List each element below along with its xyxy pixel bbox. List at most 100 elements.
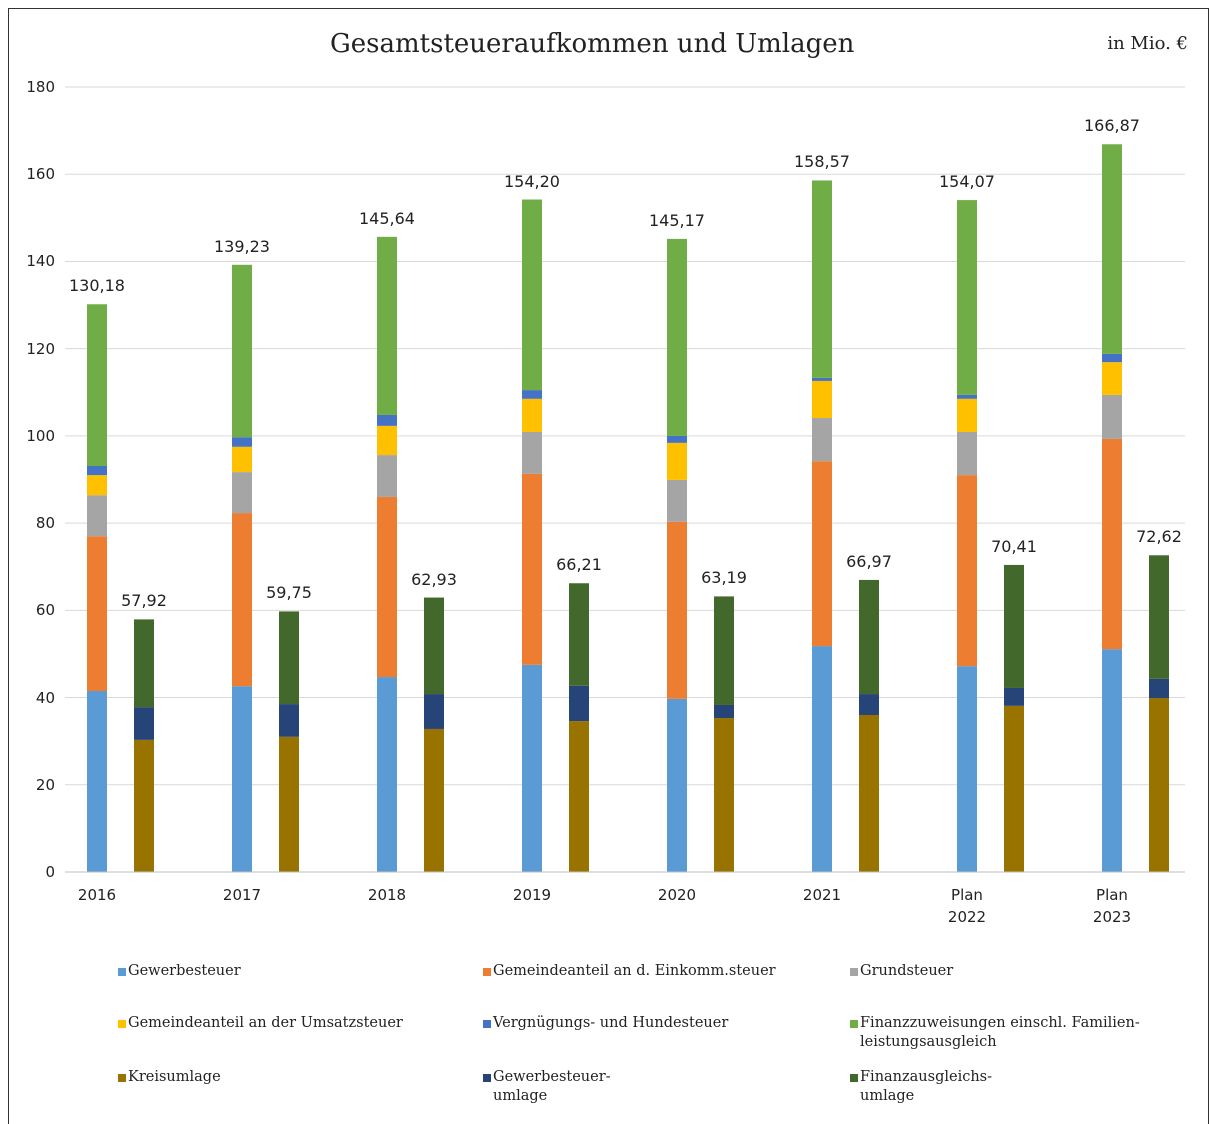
legend-label: Finanzzuweisungen einschl. Familien- lei… xyxy=(860,1015,1140,1050)
bar-segment xyxy=(87,691,107,872)
x-tick-label: 2020 xyxy=(657,886,697,904)
bar-segment xyxy=(667,521,687,699)
legend-label: Grundsteuer xyxy=(860,963,954,979)
bar-segment xyxy=(957,431,977,476)
y-tick-label: 60 xyxy=(35,601,55,620)
bar-segment xyxy=(232,513,252,687)
total-label: 166,87 xyxy=(1084,116,1140,136)
legend-swatch xyxy=(118,1074,126,1082)
bar-segment xyxy=(232,472,252,514)
bar-segment xyxy=(377,677,397,872)
bar-segment xyxy=(957,666,977,872)
legend-label: Gewerbesteuer xyxy=(128,963,241,979)
total-label: 70,41 xyxy=(991,536,1037,556)
total-label: 145,17 xyxy=(649,210,705,230)
legend-label: Gewerbesteuer- umlage xyxy=(493,1069,611,1104)
bar-segment xyxy=(957,394,977,399)
legend-swatch xyxy=(483,1020,491,1028)
bar-segment xyxy=(87,304,107,466)
bar-segment xyxy=(232,437,252,447)
x-tick-label: 2016 xyxy=(77,886,117,904)
bar-segment xyxy=(522,431,542,474)
total-label: 145,64 xyxy=(359,208,415,228)
bar-segment xyxy=(812,418,832,462)
y-tick-label: 80 xyxy=(35,514,55,533)
bar-segment xyxy=(1102,649,1122,872)
y-tick-label: 40 xyxy=(35,688,55,707)
bar-segment xyxy=(714,718,734,872)
chart-title: Gesamtsteueraufkommen und Umlagen xyxy=(330,29,855,59)
bar-segment xyxy=(1102,394,1122,439)
bar-segment xyxy=(667,238,687,436)
bar-segment xyxy=(1149,555,1169,679)
legend-label: Finanzausgleichs- umlage xyxy=(860,1069,993,1104)
bar-segment xyxy=(522,199,542,391)
x-tick-label: 2017 xyxy=(222,886,262,904)
bar-segment xyxy=(1149,678,1169,698)
bar-segment xyxy=(1102,144,1122,354)
bar-segment xyxy=(522,473,542,665)
y-tick-label: 100 xyxy=(26,426,55,445)
legend-label: Kreisumlage xyxy=(128,1069,221,1085)
bar-segment xyxy=(522,664,542,872)
legend-label: Vergnügungs- und Hundesteuer xyxy=(493,1015,729,1031)
bar-segment xyxy=(714,704,734,719)
y-tick-label: 0 xyxy=(45,863,55,881)
bar-segment xyxy=(87,495,107,537)
legend-label: Gemeindeanteil an d. Einkomm.steuer xyxy=(493,963,776,979)
total-label: 63,19 xyxy=(701,568,747,588)
x-tick-label: 2021 xyxy=(802,886,842,904)
bar-segment xyxy=(812,377,832,381)
bar-segment xyxy=(522,390,542,399)
bar-segment xyxy=(1102,438,1122,650)
bar-segment xyxy=(667,698,687,872)
x-tick-label: 2019 xyxy=(512,886,552,904)
bar-segment xyxy=(377,455,397,497)
legend-swatch xyxy=(483,968,491,976)
bar-segment xyxy=(134,739,154,872)
total-label: 139,23 xyxy=(214,236,270,256)
bar-segment xyxy=(667,479,687,522)
bar-segment xyxy=(377,496,397,678)
total-label: 66,21 xyxy=(556,555,602,575)
bar-segment xyxy=(569,583,589,686)
bar-segment xyxy=(424,597,444,695)
bar-segment xyxy=(812,380,832,419)
total-label: 62,93 xyxy=(411,569,457,589)
unit-label: in Mio. € xyxy=(1107,33,1188,54)
bar-segment xyxy=(377,414,397,426)
bar-segment xyxy=(569,721,589,872)
bar-segment xyxy=(279,611,299,705)
total-label: 57,92 xyxy=(121,591,167,611)
bar-segment xyxy=(232,264,252,438)
bar-segment xyxy=(957,475,977,667)
legend-swatch xyxy=(118,1020,126,1028)
legend-swatch xyxy=(483,1074,491,1082)
bar-segment xyxy=(232,446,252,473)
bar-segment xyxy=(1102,362,1122,395)
bar-segment xyxy=(569,685,589,722)
total-label: 154,20 xyxy=(504,171,560,191)
bar-segment xyxy=(812,461,832,647)
bar-segment xyxy=(279,736,299,872)
bar-segment xyxy=(667,442,687,480)
legend-label: Gemeindeanteil an der Umsatzsteuer xyxy=(128,1015,403,1031)
bar-segment xyxy=(859,715,879,872)
y-tick-label: 180 xyxy=(26,78,55,96)
bar-segment xyxy=(522,398,542,432)
bar-segment xyxy=(134,707,154,740)
total-label: 66,97 xyxy=(846,551,892,571)
bar-segment xyxy=(1102,353,1122,363)
bar-segment xyxy=(1004,687,1024,706)
frame xyxy=(8,8,1209,1124)
bar-segment xyxy=(87,475,107,496)
bar-segment xyxy=(377,236,397,415)
y-tick-label: 120 xyxy=(26,339,55,358)
bar-segment xyxy=(279,704,299,737)
bar-segment xyxy=(377,425,397,456)
bar-segment xyxy=(134,619,154,708)
x-tick-label: Plan 2022 xyxy=(947,886,987,926)
x-tick-label: 2018 xyxy=(367,886,407,904)
total-label: 158,57 xyxy=(794,152,850,172)
